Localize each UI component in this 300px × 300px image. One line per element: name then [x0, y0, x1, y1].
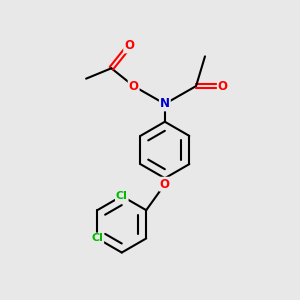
Text: Cl: Cl [92, 233, 103, 243]
Text: N: N [160, 98, 170, 110]
Text: O: O [160, 178, 170, 191]
Text: Cl: Cl [116, 191, 128, 201]
Text: O: O [129, 80, 139, 93]
Text: O: O [218, 80, 228, 93]
Text: O: O [124, 40, 134, 52]
